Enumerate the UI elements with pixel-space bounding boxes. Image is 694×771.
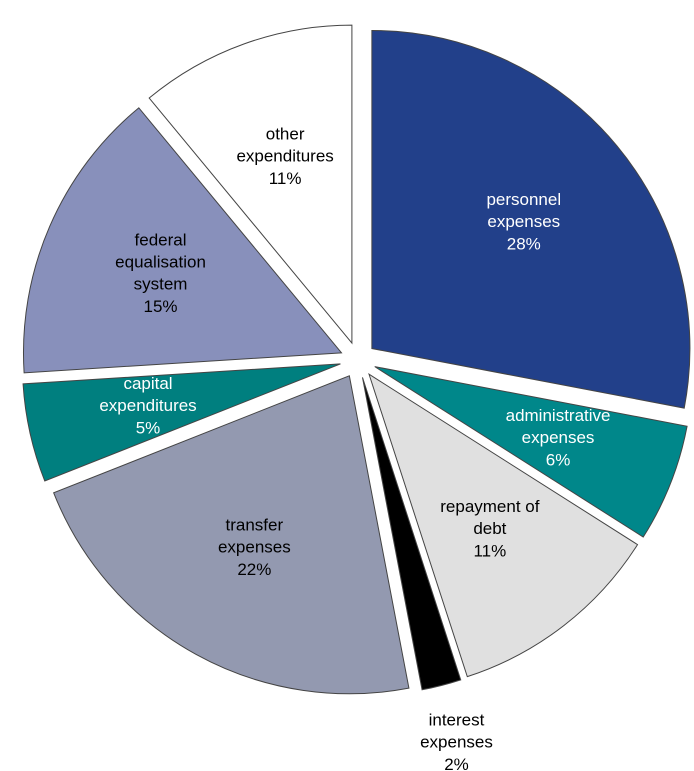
slice-label: repayment of debt xyxy=(440,497,539,538)
slice-label: capital expenditures xyxy=(99,374,196,415)
slice-label: interest expenses xyxy=(420,711,493,752)
slice-label: federal equalisation system xyxy=(115,231,206,294)
slice-label-line: equalisation xyxy=(115,253,206,272)
slice-label-line: debt xyxy=(473,519,506,538)
slice-value-label: 2% xyxy=(444,755,469,771)
slice-value-label: 11% xyxy=(269,169,302,188)
pie-slice xyxy=(148,24,353,345)
slice-label-line: federal xyxy=(135,231,187,250)
slice-label: administrative expenses xyxy=(506,407,611,448)
slice-value-label: 15% xyxy=(144,297,178,316)
slice-value-label: 11% xyxy=(473,541,506,560)
slice-label-line: repayment of xyxy=(440,497,539,516)
slice-label-line: other xyxy=(266,125,305,144)
slice-value-label: 5% xyxy=(136,418,161,437)
pie-slice xyxy=(53,375,410,695)
pie-slice xyxy=(371,30,691,409)
slice-label-line: capital xyxy=(123,374,172,393)
slice-label-line: expenses xyxy=(420,733,493,752)
slice-label: personnel expenses xyxy=(486,190,561,231)
pie-slice xyxy=(368,373,639,678)
slice-label-line: expenses xyxy=(487,212,560,231)
slice-label-line: system xyxy=(134,275,188,294)
slice-label-line: expenditures xyxy=(99,396,196,415)
slice-label: transfer expenses xyxy=(218,516,291,557)
slice-label-line: transfer xyxy=(226,516,284,535)
pie-slice xyxy=(22,363,341,482)
slice-label-line: interest xyxy=(429,711,485,730)
slice-label-line: expenses xyxy=(218,538,291,557)
pie-slice xyxy=(374,366,688,538)
slice-value-label: 6% xyxy=(546,451,571,470)
slice-label: other expenditures xyxy=(236,125,333,166)
slice-label-line: personnel xyxy=(486,190,561,209)
slice-label-line: expenses xyxy=(522,429,595,448)
slice-label-line: administrative xyxy=(506,407,611,426)
slice-value-label: 28% xyxy=(507,234,541,253)
slice-label-line: expenditures xyxy=(236,147,333,166)
pie-slice xyxy=(23,107,343,374)
slice-value-label: 22% xyxy=(237,560,271,579)
pie-slice xyxy=(361,377,462,691)
